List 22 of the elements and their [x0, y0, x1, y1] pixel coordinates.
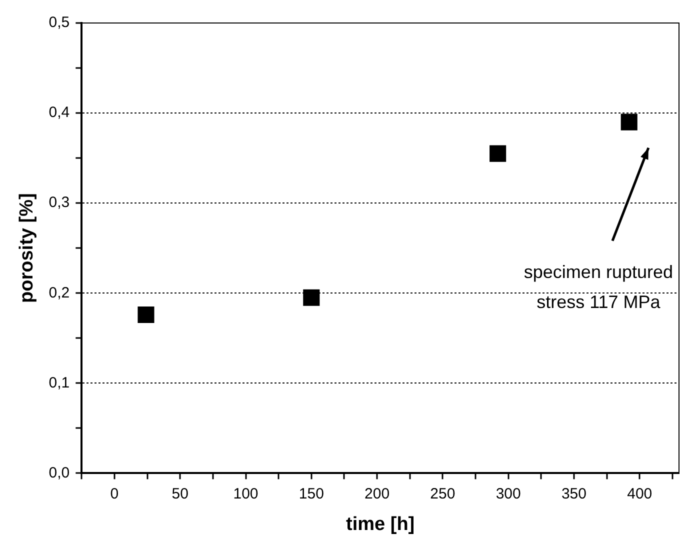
- x-tick-label: 0: [110, 485, 119, 502]
- y-tick-label: 0,2: [48, 284, 70, 302]
- x-tick-label: 150: [298, 485, 324, 502]
- x-tick-label: 300: [496, 485, 521, 502]
- point: [303, 289, 320, 306]
- y-tick-label: 0,0: [48, 464, 70, 482]
- x-tick-label: 100: [233, 485, 258, 502]
- x-tick-label: 350: [561, 485, 586, 502]
- annotation: specimen ruptured stress 117 MPa: [524, 262, 674, 312]
- y-tick-label: 0,4: [48, 104, 70, 122]
- x-tick-label: 250: [430, 485, 456, 502]
- point: [138, 306, 154, 324]
- x-tick-label: 400: [627, 485, 652, 502]
- point: [620, 114, 638, 130]
- y-tick-label: 0,5: [48, 14, 70, 32]
- x-axis-title: time [h]: [346, 514, 415, 535]
- y-tick-label: 0,1: [48, 374, 70, 392]
- y-axis-title: porosity [%]: [16, 193, 38, 303]
- x-tick-label: 50: [172, 485, 188, 502]
- x-tick-label: 200: [364, 485, 390, 502]
- point: [490, 145, 506, 162]
- y-tick-label: 0,3: [48, 194, 70, 212]
